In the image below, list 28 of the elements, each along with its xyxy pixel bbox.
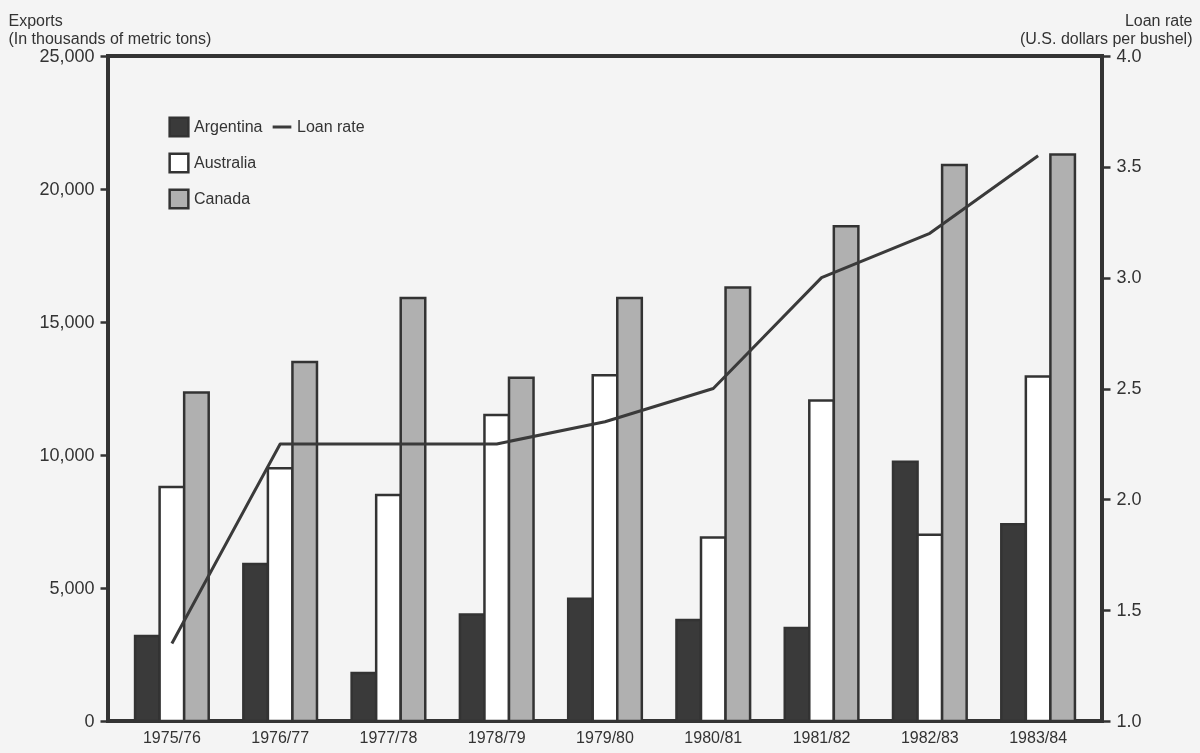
x-tick-label: 1980/81 [684, 728, 743, 746]
legend-label: Loan rate [297, 118, 365, 135]
y2-tick-label: 1.5 [1116, 599, 1142, 620]
legend-label: Canada [194, 190, 251, 207]
y-axis-title: Exports (In thousands of metric tons) [8, 11, 212, 47]
x-tick-label: 1981/82 [792, 728, 851, 746]
x-tick-label: 1975/76 [142, 728, 201, 746]
y2-tick-label: 3.0 [1116, 267, 1142, 288]
y2-tick-label: 2.0 [1116, 488, 1142, 509]
legend-label: Australia [194, 154, 257, 171]
x-tick-label: 1979/80 [576, 728, 635, 746]
y2-tick-label: 3.5 [1116, 156, 1142, 177]
y-tick-label: 15,000 [39, 311, 95, 332]
y-tick-label: 5,000 [49, 577, 95, 598]
x-tick-label: 1983/84 [1009, 728, 1068, 746]
y2-tick-label: 2.5 [1116, 378, 1142, 398]
y-tick-label: 10,000 [39, 444, 95, 465]
y2-axis-title: Loan rate (U.S. dollars per bushel) [1019, 11, 1193, 47]
x-tick-label: 1982/83 [900, 728, 959, 746]
y2-tick-label: 1.0 [1116, 710, 1142, 731]
x-tick-label: 1977/78 [359, 728, 418, 746]
x-tick-label: 1978/79 [467, 728, 526, 746]
x-tick-label: 1976/77 [251, 728, 310, 746]
y2-tick-label: 4.0 [1116, 45, 1142, 66]
y-tick-label: 25,000 [39, 45, 95, 66]
legend-label: Argentina [194, 118, 263, 135]
y-tick-label: 20,000 [39, 178, 95, 199]
y-tick-label: 0 [84, 710, 95, 731]
